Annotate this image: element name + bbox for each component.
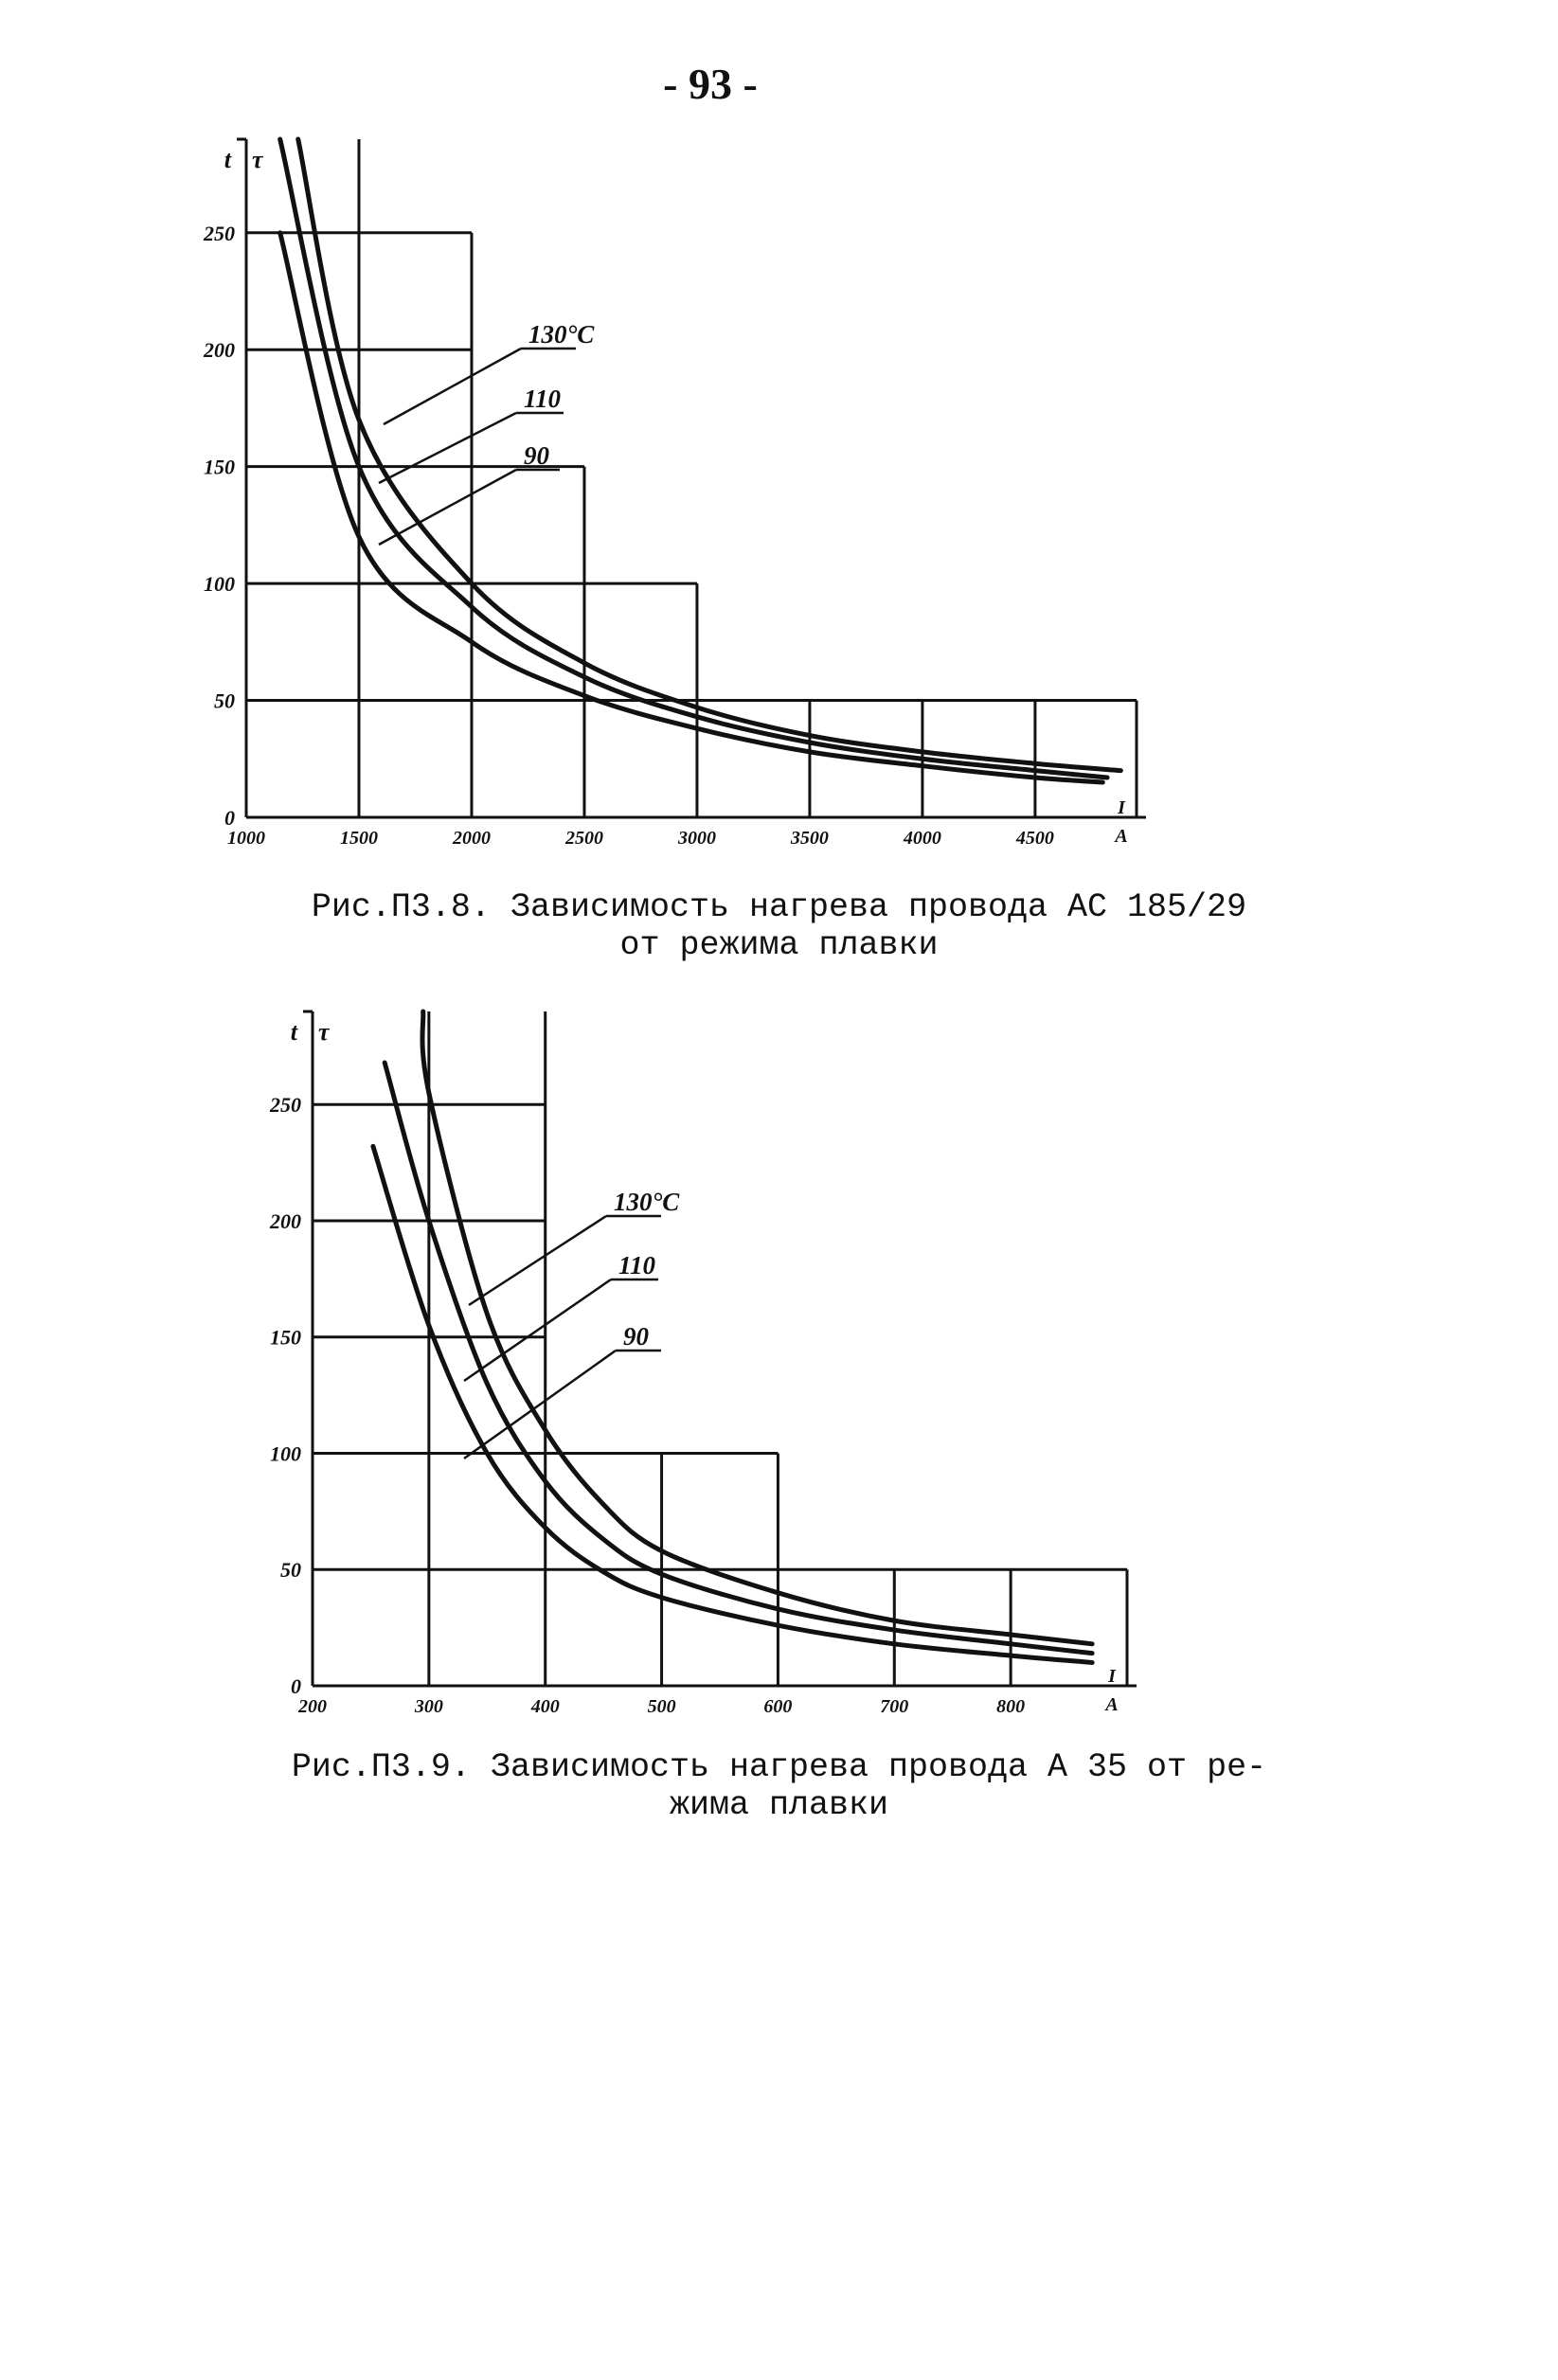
y-tick-label: 50 — [280, 1558, 301, 1582]
y-axis-label-t: t — [224, 146, 232, 173]
y-tick-label: 250 — [203, 222, 235, 245]
curve-label-leader — [463, 1349, 617, 1460]
x-tick-label: 1500 — [340, 828, 378, 849]
x-tick-label: 700 — [880, 1696, 908, 1717]
curve-90 — [278, 230, 1105, 785]
y-tick-label: 200 — [269, 1209, 301, 1233]
y-tick-label: 150 — [204, 456, 235, 479]
caption-line-1: Рис.П3.9. Зависимость нагрева провода А … — [291, 1748, 1267, 1786]
y-tick-label: 0 — [291, 1674, 301, 1698]
chart-ac-185-29: 0 50 100 150 200 250 1000 1500 2000 2500 3000 3500 4… — [203, 136, 1146, 849]
curve-label-leader — [463, 1278, 612, 1383]
y-tick-label: 150 — [270, 1326, 301, 1350]
curve-label-leader — [378, 411, 517, 485]
curve-label: 90 — [524, 441, 550, 470]
page-number: - 93 - — [663, 60, 758, 108]
y-tick-label: 50 — [214, 689, 235, 713]
x-unit-label-i: I — [1117, 797, 1126, 818]
caption-fig-p3-9: Рис.П3.9. Зависимость нагрева провода А … — [0, 1748, 1558, 1824]
y-tick-label: 100 — [270, 1441, 301, 1465]
curve-130 — [295, 136, 1123, 774]
y-axis-label-t: t — [291, 1018, 298, 1046]
y-tick-label: 100 — [204, 572, 235, 596]
x-tick-label: 300 — [414, 1696, 443, 1717]
x-unit-label-a: A — [1113, 826, 1127, 847]
curve-90 — [370, 1143, 1095, 1665]
caption-line-2: жима плавки — [669, 1786, 889, 1824]
curve-label-leader — [383, 347, 522, 426]
x-tick-label: 2500 — [564, 828, 603, 849]
caption-line-1: Рис.П3.8. Зависимость нагрева провода АС… — [311, 888, 1247, 926]
curve-label-leader — [468, 1214, 607, 1307]
chart-a-35: 0 50 100 150 200 250 200 300 400 500 600 700 800 t τ IA… — [269, 1009, 1137, 1717]
curve-label: 110 — [618, 1251, 656, 1279]
x-tick-label: 400 — [530, 1696, 560, 1717]
y-axis-label-tau: τ — [318, 1018, 331, 1046]
x-tick-label: 4000 — [903, 828, 941, 849]
curve-label: 130°C — [614, 1188, 680, 1216]
curve-label-leader — [378, 468, 517, 546]
curve-110 — [382, 1060, 1095, 1656]
x-tick-label: 500 — [648, 1696, 676, 1717]
curve-label: 110 — [524, 385, 562, 413]
x-tick-label: 3500 — [790, 828, 829, 849]
x-tick-label: 1000 — [227, 828, 265, 849]
x-tick-label: 200 — [297, 1696, 327, 1717]
caption-line-2: от режима плавки — [619, 926, 939, 964]
curve-110 — [278, 136, 1110, 780]
y-axis-label-tau: τ — [252, 146, 264, 173]
x-tick-label: 2000 — [452, 828, 491, 849]
y-tick-label: 250 — [269, 1093, 301, 1117]
curve-130 — [420, 1009, 1095, 1647]
caption-fig-p3-8: Рис.П3.8. Зависимость нагрева провода АС… — [0, 888, 1558, 964]
y-tick-label: 0 — [224, 806, 235, 830]
x-unit-label-a: A — [1103, 1694, 1118, 1715]
x-tick-label: 600 — [763, 1696, 792, 1717]
curve-label: 130°C — [528, 320, 595, 349]
y-tick-label: 200 — [203, 338, 235, 362]
x-tick-label: 4500 — [1015, 828, 1054, 849]
x-unit-label-i: I — [1107, 1666, 1117, 1687]
curve-label: 90 — [623, 1322, 650, 1351]
x-tick-label: 3000 — [677, 828, 716, 849]
x-tick-label: 800 — [996, 1696, 1025, 1717]
